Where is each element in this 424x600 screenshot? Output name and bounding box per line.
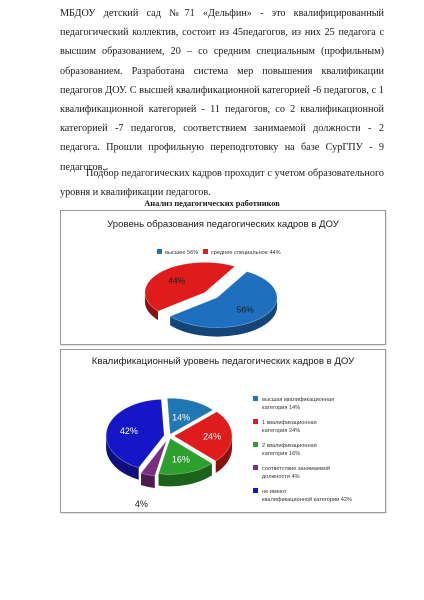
- qualification-data-label-2: 16%: [172, 455, 190, 465]
- qualification-legend-label-3: соответствие занимаемой должности 4%: [262, 465, 330, 480]
- qualification-slice-side-3: [141, 473, 155, 488]
- qualification-slice-side-4: [106, 435, 139, 480]
- education-legend-swatch-1: [203, 249, 208, 254]
- qualification-legend-label-1: 1 квалификационная категория 24%: [262, 420, 318, 434]
- qualification-legend-swatch-4: [253, 488, 258, 493]
- selection-paragraph: Подбор педагогических кадров проходит с …: [60, 168, 384, 199]
- qualification-slice-1: [173, 411, 233, 462]
- education-data-label-0: 56%: [237, 305, 254, 315]
- qualification-legend-label-4: не имеют квалификационной категории 42%: [262, 489, 352, 503]
- qualification-chart-title: Квалификационный уровень педагогических …: [91, 356, 355, 367]
- education-chart-title: Уровень образования педагогических кадро…: [107, 219, 339, 230]
- qualification-slice-3: [140, 440, 167, 477]
- education-data-label-1: 44%: [168, 275, 185, 285]
- education-slice-side-0: [170, 297, 278, 337]
- qualification-slice-4: [105, 399, 165, 469]
- section-title: Анализ педагогических работников: [144, 199, 280, 208]
- qualification-slice-2: [158, 437, 213, 475]
- education-slice-0: [169, 271, 278, 328]
- education-chart-panel: Уровень образования педагогических кадро…: [60, 210, 386, 345]
- intro-paragraph: МБДОУ детский сад №71 «Дельфин» - это кв…: [60, 8, 384, 173]
- education-legend-label-1: среднее специальное 44%: [211, 250, 281, 256]
- qualification-slice-0: [166, 398, 214, 435]
- qualification-chart-panel: Квалификационный уровень педагогических …: [60, 349, 386, 513]
- qualification-chart: высшая квалификационная категория 14% 1 кв…: [105, 396, 352, 509]
- qualification-data-label-4: 42%: [120, 426, 138, 436]
- education-slice-side-1: [144, 292, 159, 321]
- qualification-data-label-1: 24%: [203, 431, 221, 441]
- qualification-legend-swatch-2: [253, 442, 258, 447]
- qualification-data-label-3: 4%: [135, 499, 148, 509]
- education-slice-1: [144, 262, 236, 312]
- qualification-legend-label-2: 2 квалификационная категория 16%: [262, 443, 318, 457]
- qualification-legend-label-0: высшая квалификационная категория 14%: [262, 397, 334, 411]
- qualification-legend-swatch-3: [253, 465, 258, 470]
- education-chart: высшее 56% среднее специальное 44% 56% 44%: [144, 249, 281, 337]
- qualification-data-label-0: 14%: [172, 413, 190, 423]
- qualification-slice-side-2: [158, 463, 212, 487]
- qualification-legend-swatch-1: [253, 419, 258, 424]
- education-legend-label-0: высшее 56%: [165, 250, 198, 256]
- qualification-slice-side-1: [215, 436, 232, 474]
- qualification-legend-swatch-0: [253, 396, 258, 401]
- education-legend-swatch-0: [157, 249, 162, 254]
